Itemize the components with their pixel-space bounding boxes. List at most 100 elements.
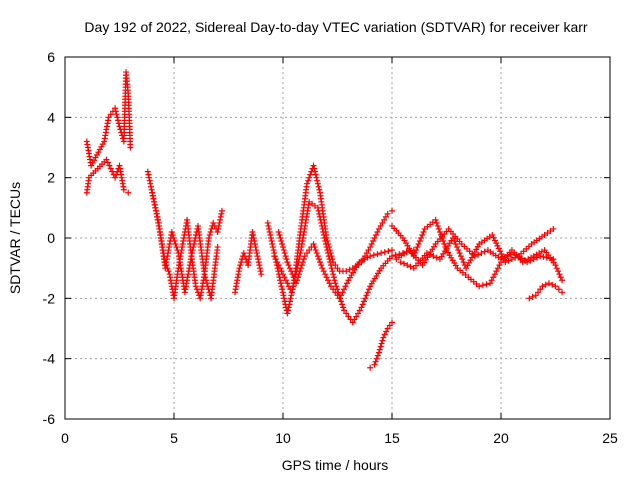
data-point-interp (378, 340, 385, 347)
data-point-interp (215, 225, 222, 232)
data-point-interp (362, 295, 369, 302)
data-point-interp (555, 286, 562, 293)
data-point-interp (255, 259, 262, 266)
data-point-interp (370, 252, 377, 259)
data-point-interp (172, 241, 179, 248)
data-point-interp (488, 277, 495, 284)
data-point-interp (371, 235, 378, 241)
data-point (476, 283, 483, 290)
x-tick-label: 10 (275, 430, 291, 446)
data-point-interp (268, 235, 275, 241)
data-point-interp (494, 242, 501, 249)
data-point (201, 271, 208, 278)
data-point-interp (365, 286, 372, 293)
data-point-interp (276, 231, 283, 238)
data-point-interp (114, 114, 121, 121)
data-point-interp (530, 256, 537, 263)
data-point (284, 310, 291, 317)
data-point-interp (497, 248, 504, 255)
data-point-interp (148, 186, 155, 193)
data-point (249, 228, 256, 235)
data-point-interp (218, 210, 225, 217)
data-point-interp (318, 219, 325, 226)
data-point (550, 225, 557, 232)
data-point-interp (286, 301, 293, 308)
data-point-interp (250, 231, 257, 238)
data-point (552, 283, 559, 290)
data-point-interp (325, 277, 332, 284)
data-point-interp (535, 289, 542, 296)
data-point-interp (112, 108, 119, 115)
data-point (397, 259, 404, 266)
data-point-interp (382, 213, 389, 220)
data-point-interp (280, 292, 287, 299)
data-point-interp (295, 271, 302, 278)
data-point-interp (316, 213, 323, 220)
data-point-interp (189, 250, 196, 257)
data-point-interp (527, 257, 534, 264)
data-point-interp (321, 235, 328, 241)
data-point-interp (320, 268, 327, 275)
data-point-interp (327, 259, 334, 266)
series-trace-b (83, 156, 132, 196)
data-point-interp (381, 249, 388, 256)
data-point-interp (169, 231, 176, 238)
data-point (314, 204, 321, 211)
data-point-interp (434, 222, 441, 229)
data-point-interp (296, 268, 303, 275)
data-point (384, 325, 391, 332)
data-point-interp (320, 228, 327, 235)
data-point-interp (346, 266, 353, 273)
data-point-interp (495, 245, 502, 252)
data-point-interp (351, 316, 358, 323)
data-point-interp (300, 256, 307, 263)
data-point-interp (147, 180, 154, 187)
x-tick-label: 5 (170, 430, 178, 446)
data-point-interp (265, 222, 272, 229)
data-point-interp (376, 346, 383, 353)
data-point (168, 228, 175, 235)
data-point (389, 319, 395, 326)
data-point (271, 253, 278, 260)
data-point-interp (285, 262, 292, 269)
data-point (545, 280, 552, 287)
data-point-interp (315, 183, 322, 190)
data-point-interp (433, 254, 440, 261)
data-point-interp (557, 274, 564, 281)
data-point-interp (415, 241, 422, 248)
data-point-interp (281, 274, 288, 281)
data-point-interp (504, 253, 511, 260)
data-point-interp (498, 250, 505, 257)
data-point-interp (191, 238, 198, 245)
chart-title: Day 192 of 2022, Sidereal Day-to-day VTE… (84, 19, 587, 35)
x-tick-label: 20 (493, 430, 509, 446)
data-point-interp (549, 281, 556, 288)
series-trace-h (275, 228, 395, 302)
data-point-interp (316, 186, 323, 193)
data-point-interp (479, 282, 486, 289)
data-point (375, 225, 382, 232)
data-point-interp (104, 159, 111, 166)
data-point-interp (342, 283, 349, 290)
data-point-interp (298, 262, 305, 269)
data-point (275, 228, 282, 235)
data-point-interp (392, 252, 399, 259)
data-point-interp (285, 307, 292, 314)
data-point-interp (340, 304, 347, 311)
data-point-interp (174, 247, 181, 254)
data-point (375, 349, 382, 356)
data-point-interp (266, 228, 273, 235)
data-point-interp (353, 313, 360, 320)
data-point-interp (279, 241, 286, 248)
data-point-interp (315, 256, 322, 263)
data-point-interp (295, 274, 302, 281)
data-point-interp (493, 240, 500, 247)
data-point (384, 210, 391, 217)
data-point-interp (325, 250, 332, 257)
data-point-interp (313, 250, 320, 257)
data-point-interp (381, 216, 388, 223)
data-point-interp (146, 174, 153, 181)
data-point-interp (279, 289, 286, 296)
data-point-interp (165, 268, 172, 275)
data-point (532, 292, 539, 299)
